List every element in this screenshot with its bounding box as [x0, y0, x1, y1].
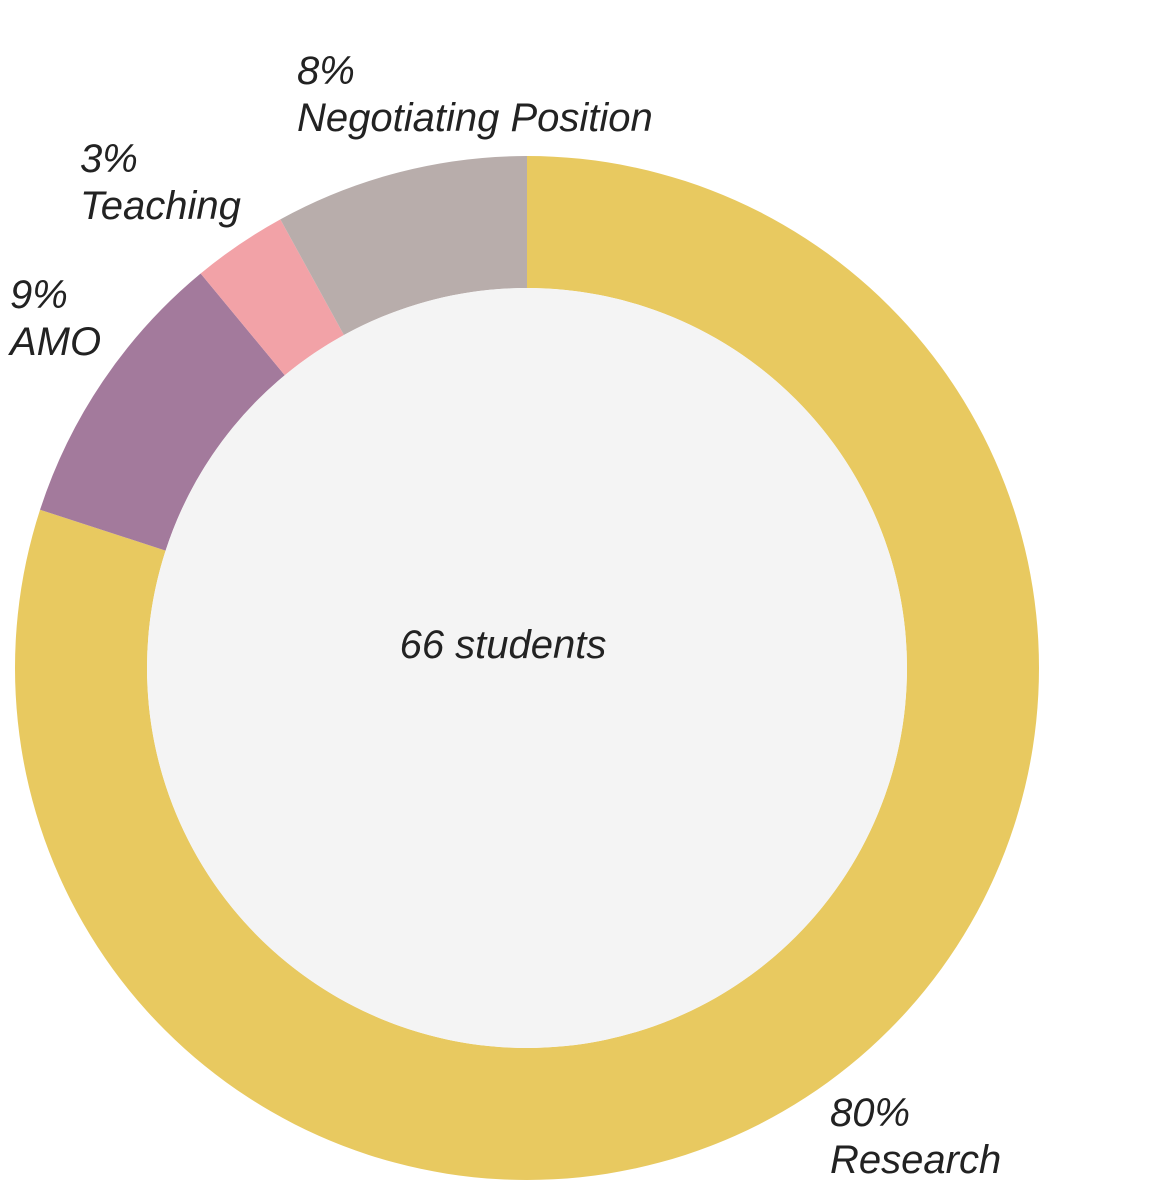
- slice-teaching: [200, 219, 344, 376]
- slice-name-label: AMO: [8, 320, 101, 364]
- slice-percent-label: 80%: [830, 1091, 910, 1135]
- donut-slices: [15, 156, 1040, 1180]
- slice-percent-label: 8%: [297, 49, 355, 93]
- slice-name-label: Research: [830, 1138, 1001, 1182]
- slice-name-label: Negotiating Position: [297, 96, 653, 140]
- slice-amo: [40, 273, 285, 551]
- donut-hole: [147, 288, 907, 1048]
- center-label: 66 students: [400, 623, 607, 667]
- slice-percent-label: 9%: [10, 273, 68, 317]
- slice-name-label: Teaching: [80, 184, 241, 228]
- slice-negotiating-position: [280, 156, 527, 336]
- slice-percent-label: 3%: [80, 137, 138, 181]
- slice-labels: 80%Research 9%AMO 3%Teaching 8%Negotiating …: [8, 49, 1001, 1182]
